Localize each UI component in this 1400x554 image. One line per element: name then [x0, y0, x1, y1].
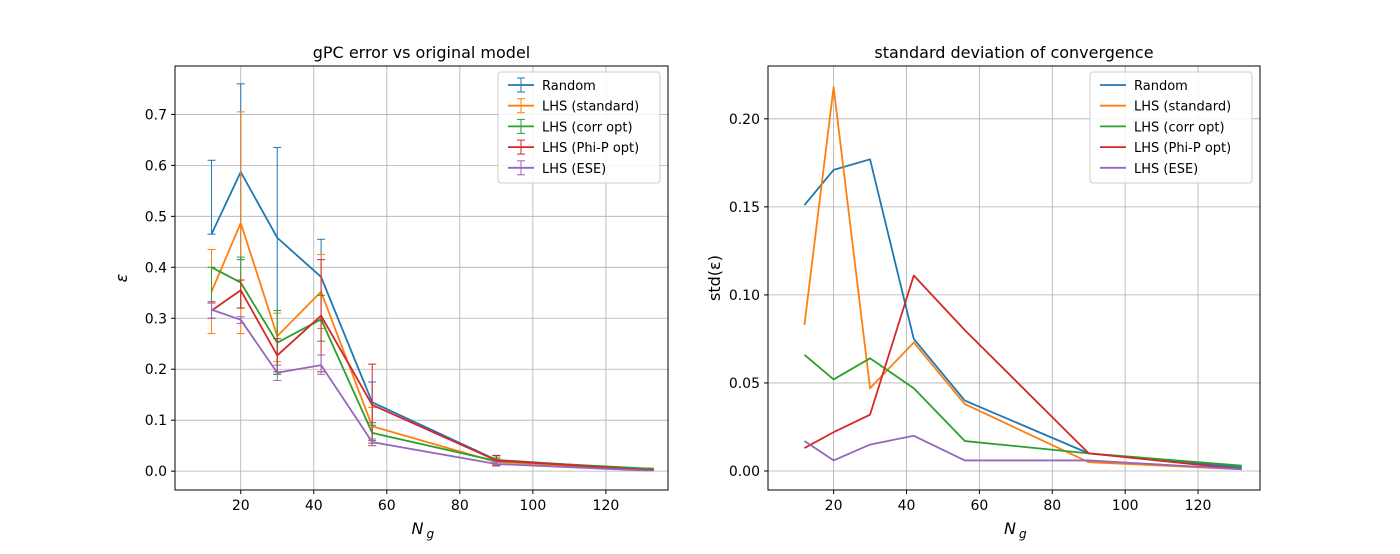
std-chart-ticks: 20 40 60 80 100 120 0.00 0.05 0.10 0.15 0.20	[729, 112, 1212, 514]
error-chart-y-tick-label: 0.5	[145, 209, 167, 225]
std-chart-x-tick-label: 120	[1185, 498, 1212, 514]
error-chart-grid	[175, 66, 668, 490]
std-chart-x-tick-label: 40	[898, 498, 916, 514]
std-chart-frame	[767, 65, 1261, 491]
error-chart-legend-label-lhs-phi-p-opt: LHS (Phi-P opt)	[542, 141, 639, 156]
error-chart-legend: Random LHS (standard) LHS (corr opt) LHS (P…	[497, 71, 661, 184]
std-chart-y-axis-label: std(ε)	[705, 255, 724, 301]
error-chart-legend-label-lhs-standard: LHS (standard)	[542, 100, 639, 115]
error-chart-legend-box	[497, 71, 661, 184]
error-chart-series-line-lhs-ese	[211, 308, 650, 472]
std-chart-panel: 20 40 60 80 100 120 0.00 0.05 0.10 0.15 0.20 stand…	[705, 43, 1261, 541]
std-chart-x-tick-label: 60	[970, 498, 988, 514]
std-chart-title: standard deviation of convergence	[874, 43, 1153, 62]
std-chart-series-line-lhs-standard	[803, 86, 1242, 471]
std-chart-y-tick-label: 0.15	[729, 200, 760, 216]
error-chart-x-tick-label: 100	[520, 498, 547, 514]
std-chart-series-line-lhs-ese	[803, 434, 1242, 471]
std-chart-x-tick-label: 20	[825, 498, 843, 514]
error-chart-x-tick-label: 120	[593, 498, 620, 514]
error-chart-y-tick-label: 0.0	[145, 464, 167, 480]
error-chart-legend-label-random: Random	[542, 79, 596, 94]
error-chart-x-tick-label: 40	[305, 498, 323, 514]
error-chart-y-tick-label: 0.3	[145, 311, 167, 327]
std-chart-y-tick-label: 0.20	[729, 112, 760, 128]
error-chart-title: gPC error vs original model	[313, 43, 530, 62]
error-chart-series-line-lhs-phi-p-opt	[211, 289, 650, 472]
error-chart-y-tick-label: 0.2	[145, 362, 167, 378]
error-chart-y-tick-label: 0.6	[145, 158, 167, 174]
std-chart-x-label-subscript: g	[1019, 527, 1027, 541]
std-chart-marks	[803, 86, 1242, 471]
error-chart-x-label-text: N	[412, 519, 424, 538]
error-chart-x-tick-label: 60	[378, 498, 396, 514]
std-chart-series-line-lhs-phi-p-opt	[804, 274, 1242, 471]
std-chart-y-tick-label: 0.00	[729, 464, 760, 480]
std-chart-x-tick-label: 100	[1112, 498, 1139, 514]
error-chart-legend-label-lhs-ese: LHS (ESE)	[542, 162, 606, 177]
error-chart-y-axis-label: ε	[112, 273, 131, 282]
error-chart-y-label-text: ε	[112, 273, 131, 282]
std-chart-legend-label-lhs-standard: LHS (standard)	[1134, 100, 1231, 115]
std-chart-legend-label-lhs-corr-opt: LHS (corr opt)	[1134, 120, 1225, 135]
error-chart-y-tick-label: 0.4	[145, 260, 167, 276]
std-chart-legend-box	[1089, 71, 1253, 184]
std-chart-y-label-text: std(ε)	[705, 255, 724, 301]
error-chart-marks	[207, 83, 654, 472]
error-chart-panel: 20 40 60 80 100 120 0.0 0.1 0.2 0.3 0.4 0.5 0.6 0.7 g…	[112, 43, 669, 541]
std-chart-legend-label-lhs-phi-p-opt: LHS (Phi-P opt)	[1134, 141, 1231, 156]
std-chart-legend-label-random: Random	[1134, 79, 1188, 94]
error-chart-x-tick-label: 80	[451, 498, 469, 514]
error-chart-y-tick-label: 0.1	[145, 413, 167, 429]
std-chart-x-label-text: N	[1004, 519, 1016, 538]
std-chart-y-tick-label: 0.10	[729, 288, 760, 304]
std-chart-legend-label-lhs-ese: LHS (ESE)	[1134, 162, 1198, 177]
std-chart-y-tick-label: 0.05	[729, 376, 760, 392]
error-chart-x-label-subscript: g	[427, 527, 435, 541]
error-chart-frame	[174, 65, 669, 491]
error-chart-legend-label-lhs-corr-opt: LHS (corr opt)	[542, 120, 633, 135]
std-chart-x-tick-label: 80	[1043, 498, 1061, 514]
error-chart-y-tick-label: 0.7	[145, 107, 167, 123]
error-chart-x-tick-label: 20	[232, 498, 250, 514]
std-chart-legend: Random LHS (standard) LHS (corr opt) LHS (P…	[1089, 71, 1253, 184]
error-chart-ticks: 20 40 60 80 100 120 0.0 0.1 0.2 0.3 0.4 0.5 0.6 0.7	[145, 107, 620, 514]
